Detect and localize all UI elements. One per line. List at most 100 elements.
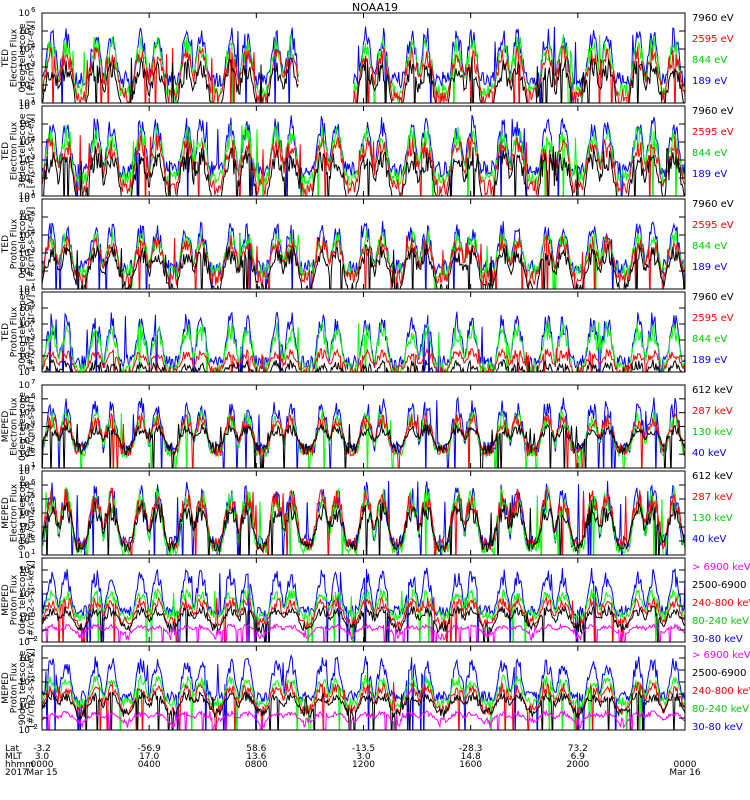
y-tick-label: 10 bbox=[19, 566, 31, 576]
y-tick-exponent: 1 bbox=[31, 282, 35, 290]
y-tick-label: 10 bbox=[19, 423, 31, 433]
x-tick-label: -28.3 bbox=[459, 744, 482, 754]
y-tick-label: 10 bbox=[19, 523, 31, 533]
x-tick-label: 0800 bbox=[245, 760, 268, 770]
panel-traces bbox=[42, 480, 685, 555]
legend-entry: 612 keV bbox=[692, 385, 733, 396]
y-tick-exponent: 4 bbox=[31, 135, 36, 143]
legend-entry: 189 eV bbox=[692, 76, 727, 87]
y-tick-exponent: 6 bbox=[31, 478, 36, 486]
y-tick-exponent: 1 bbox=[31, 365, 35, 373]
y-tick-exponent: 2 bbox=[31, 534, 35, 542]
legend-entry: 612 keV bbox=[692, 471, 733, 482]
y-axis-label-line: [#/cm2-s-str-eV] bbox=[27, 207, 37, 282]
legend-entry: 844 eV bbox=[692, 55, 727, 66]
x-tick-label: 6.9 bbox=[571, 752, 586, 762]
x-tick-label: 0000 bbox=[31, 760, 54, 770]
y-axis-label-line: Proton Flux bbox=[10, 662, 20, 713]
y-tick-exponent: 4 bbox=[31, 228, 36, 236]
series-line-189-ev bbox=[42, 221, 685, 289]
legend-entry: 287 keV bbox=[692, 406, 733, 417]
y-axis-label-line: 30deg telescope bbox=[18, 294, 28, 369]
y-tick-label: 10 bbox=[19, 726, 31, 736]
y-tick-exponent: 2 bbox=[31, 349, 35, 357]
series-line-2500-6900 bbox=[42, 689, 685, 730]
y-axis-label-line: 90deg telescope bbox=[18, 650, 28, 725]
x-tick-label: 1600 bbox=[459, 760, 482, 770]
series-line-2595-ev bbox=[42, 347, 685, 372]
y-axis-label: MEPEDProton Flux0deg telescope[#/cm2-s-s… bbox=[1, 560, 37, 639]
y-axis-label-line: 0deg telescope bbox=[18, 23, 28, 93]
y-tick-exponent: 4 bbox=[31, 420, 36, 428]
legend-entry: 7960 eV bbox=[692, 106, 734, 117]
y-axis-label-line: TED bbox=[1, 323, 11, 342]
y-tick-exponent: -2 bbox=[31, 723, 38, 731]
y-axis-label-line: TED bbox=[1, 235, 11, 254]
legend-entry: 2500-6900 bbox=[692, 580, 747, 591]
series-line-40-kev bbox=[42, 396, 685, 468]
y-axis-label-line: Proton Flux bbox=[10, 306, 20, 357]
y-tick-exponent: 0 bbox=[31, 699, 35, 707]
x-tick-label: 3.0 bbox=[35, 752, 50, 762]
y-tick-label: 10 bbox=[19, 614, 31, 624]
x-tick-label: 2000 bbox=[566, 760, 589, 770]
panel-traces bbox=[42, 26, 685, 103]
y-tick-label: 10 bbox=[19, 192, 31, 202]
y-tick-exponent: 6 bbox=[31, 392, 36, 400]
y-tick-label: 10 bbox=[19, 249, 31, 259]
y-axis-label-line: [#/cm2-s-str-eV] bbox=[27, 295, 37, 370]
y-axis-label-line: 0deg telescope bbox=[18, 392, 28, 462]
legend-entry: 30-80 keV bbox=[692, 722, 743, 733]
y-tick-exponent: 1 bbox=[31, 96, 35, 104]
x-tick-label: Mar 15 bbox=[26, 768, 57, 778]
panel-traces bbox=[42, 311, 685, 372]
x-tick-label: 73.2 bbox=[568, 744, 588, 754]
y-tick-label: 10 bbox=[19, 195, 31, 205]
y-tick-label: 10 bbox=[19, 9, 31, 19]
y-tick-exponent: 3 bbox=[31, 520, 35, 528]
legend-entry: 130 keV bbox=[692, 427, 733, 438]
y-axis-label-line: TED bbox=[1, 49, 11, 68]
legend-entry: 844 eV bbox=[692, 334, 727, 345]
series-line-7960-ev bbox=[44, 358, 682, 372]
y-axis-label-line: [#/cm2-s-str] bbox=[27, 483, 37, 543]
y-tick-exponent: 7 bbox=[31, 464, 35, 472]
x-tick-label: 3.0 bbox=[356, 752, 371, 762]
y-axis-label: TEDProton Flux0deg telescope[#/cm2-s-str… bbox=[1, 207, 37, 282]
y-axis-label: TEDProton Flux30deg telescope[#/cm2-s-st… bbox=[1, 294, 37, 369]
x-row-label: Lat bbox=[5, 744, 20, 754]
legend-entry: 189 eV bbox=[692, 355, 727, 366]
y-tick-label: 10 bbox=[19, 464, 31, 474]
series-line-80-240-kev bbox=[42, 587, 685, 642]
y-tick-exponent: 3 bbox=[31, 153, 35, 161]
legend-entry: 844 eV bbox=[692, 241, 727, 252]
x-row-label: MLT bbox=[5, 752, 23, 762]
y-tick-exponent: 1 bbox=[31, 189, 35, 197]
y-tick-label: 10 bbox=[19, 654, 31, 664]
y-tick-exponent: 7 bbox=[31, 378, 35, 386]
legend-entry: > 6900 keV bbox=[692, 650, 750, 661]
y-tick-label: 10 bbox=[19, 481, 31, 491]
legend-entry: 80-240 keV bbox=[692, 616, 749, 627]
legend-entry: 40 keV bbox=[692, 448, 726, 459]
y-tick-exponent: 5 bbox=[31, 117, 35, 125]
y-axis-label: TEDElectron Flux0deg telescope[#/cm2-s-s… bbox=[1, 21, 37, 96]
y-tick-label: 10 bbox=[19, 537, 31, 547]
legend-entry: 7960 eV bbox=[692, 292, 734, 303]
y-tick-exponent: 2 bbox=[31, 171, 35, 179]
panel-traces bbox=[42, 221, 685, 289]
x-tick-label: Mar 16 bbox=[669, 768, 701, 778]
legend-entry: 80-240 keV bbox=[692, 704, 749, 715]
y-axis-label-line: MEPED bbox=[1, 584, 11, 616]
y-tick-label: 10 bbox=[19, 450, 31, 460]
y-tick-label: 10 bbox=[19, 45, 31, 55]
y-tick-label: 10 bbox=[19, 409, 31, 419]
y-tick-exponent: 3 bbox=[31, 333, 35, 341]
legend-entry: 240-800 keV bbox=[692, 686, 750, 697]
y-tick-exponent: 6 bbox=[31, 99, 36, 107]
y-tick-label: 10 bbox=[19, 288, 31, 298]
legend-entry: 2595 eV bbox=[692, 220, 734, 231]
